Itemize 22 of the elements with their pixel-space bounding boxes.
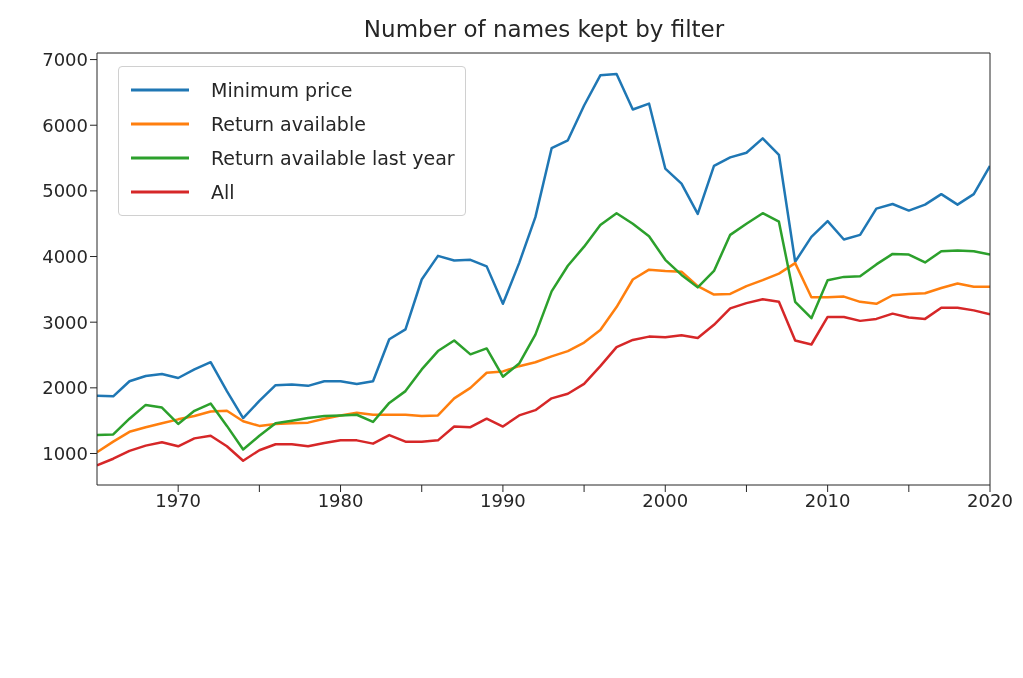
x-tick-label: 2000: [642, 489, 689, 511]
y-tick-label: 3000: [42, 311, 88, 333]
legend-label: Minimum price: [211, 79, 353, 101]
y-tick-label: 2000: [42, 377, 88, 399]
x-tick-label: 1970: [155, 489, 202, 511]
y-tick-label: 1000: [42, 442, 88, 464]
x-tick-label: 1980: [317, 489, 364, 511]
x-tick-label: 1990: [480, 489, 526, 511]
legend-label: Return available last year: [211, 147, 455, 169]
x-tick-label: 2020: [967, 489, 1013, 511]
y-tick-label: 5000: [42, 180, 88, 202]
y-tick-label: 7000: [42, 48, 88, 70]
line-series: [97, 297, 990, 467]
chart-title: Number of names kept by filter: [362, 16, 726, 42]
line-series: [97, 211, 990, 451]
y-tick-label: 6000: [42, 114, 88, 136]
legend-label: All: [211, 181, 235, 203]
x-tick-label: 2010: [804, 489, 851, 511]
line-series: [97, 261, 990, 454]
line-series: [97, 72, 990, 420]
legend-label: Return available: [211, 113, 366, 135]
y-tick-label: 4000: [42, 245, 88, 267]
